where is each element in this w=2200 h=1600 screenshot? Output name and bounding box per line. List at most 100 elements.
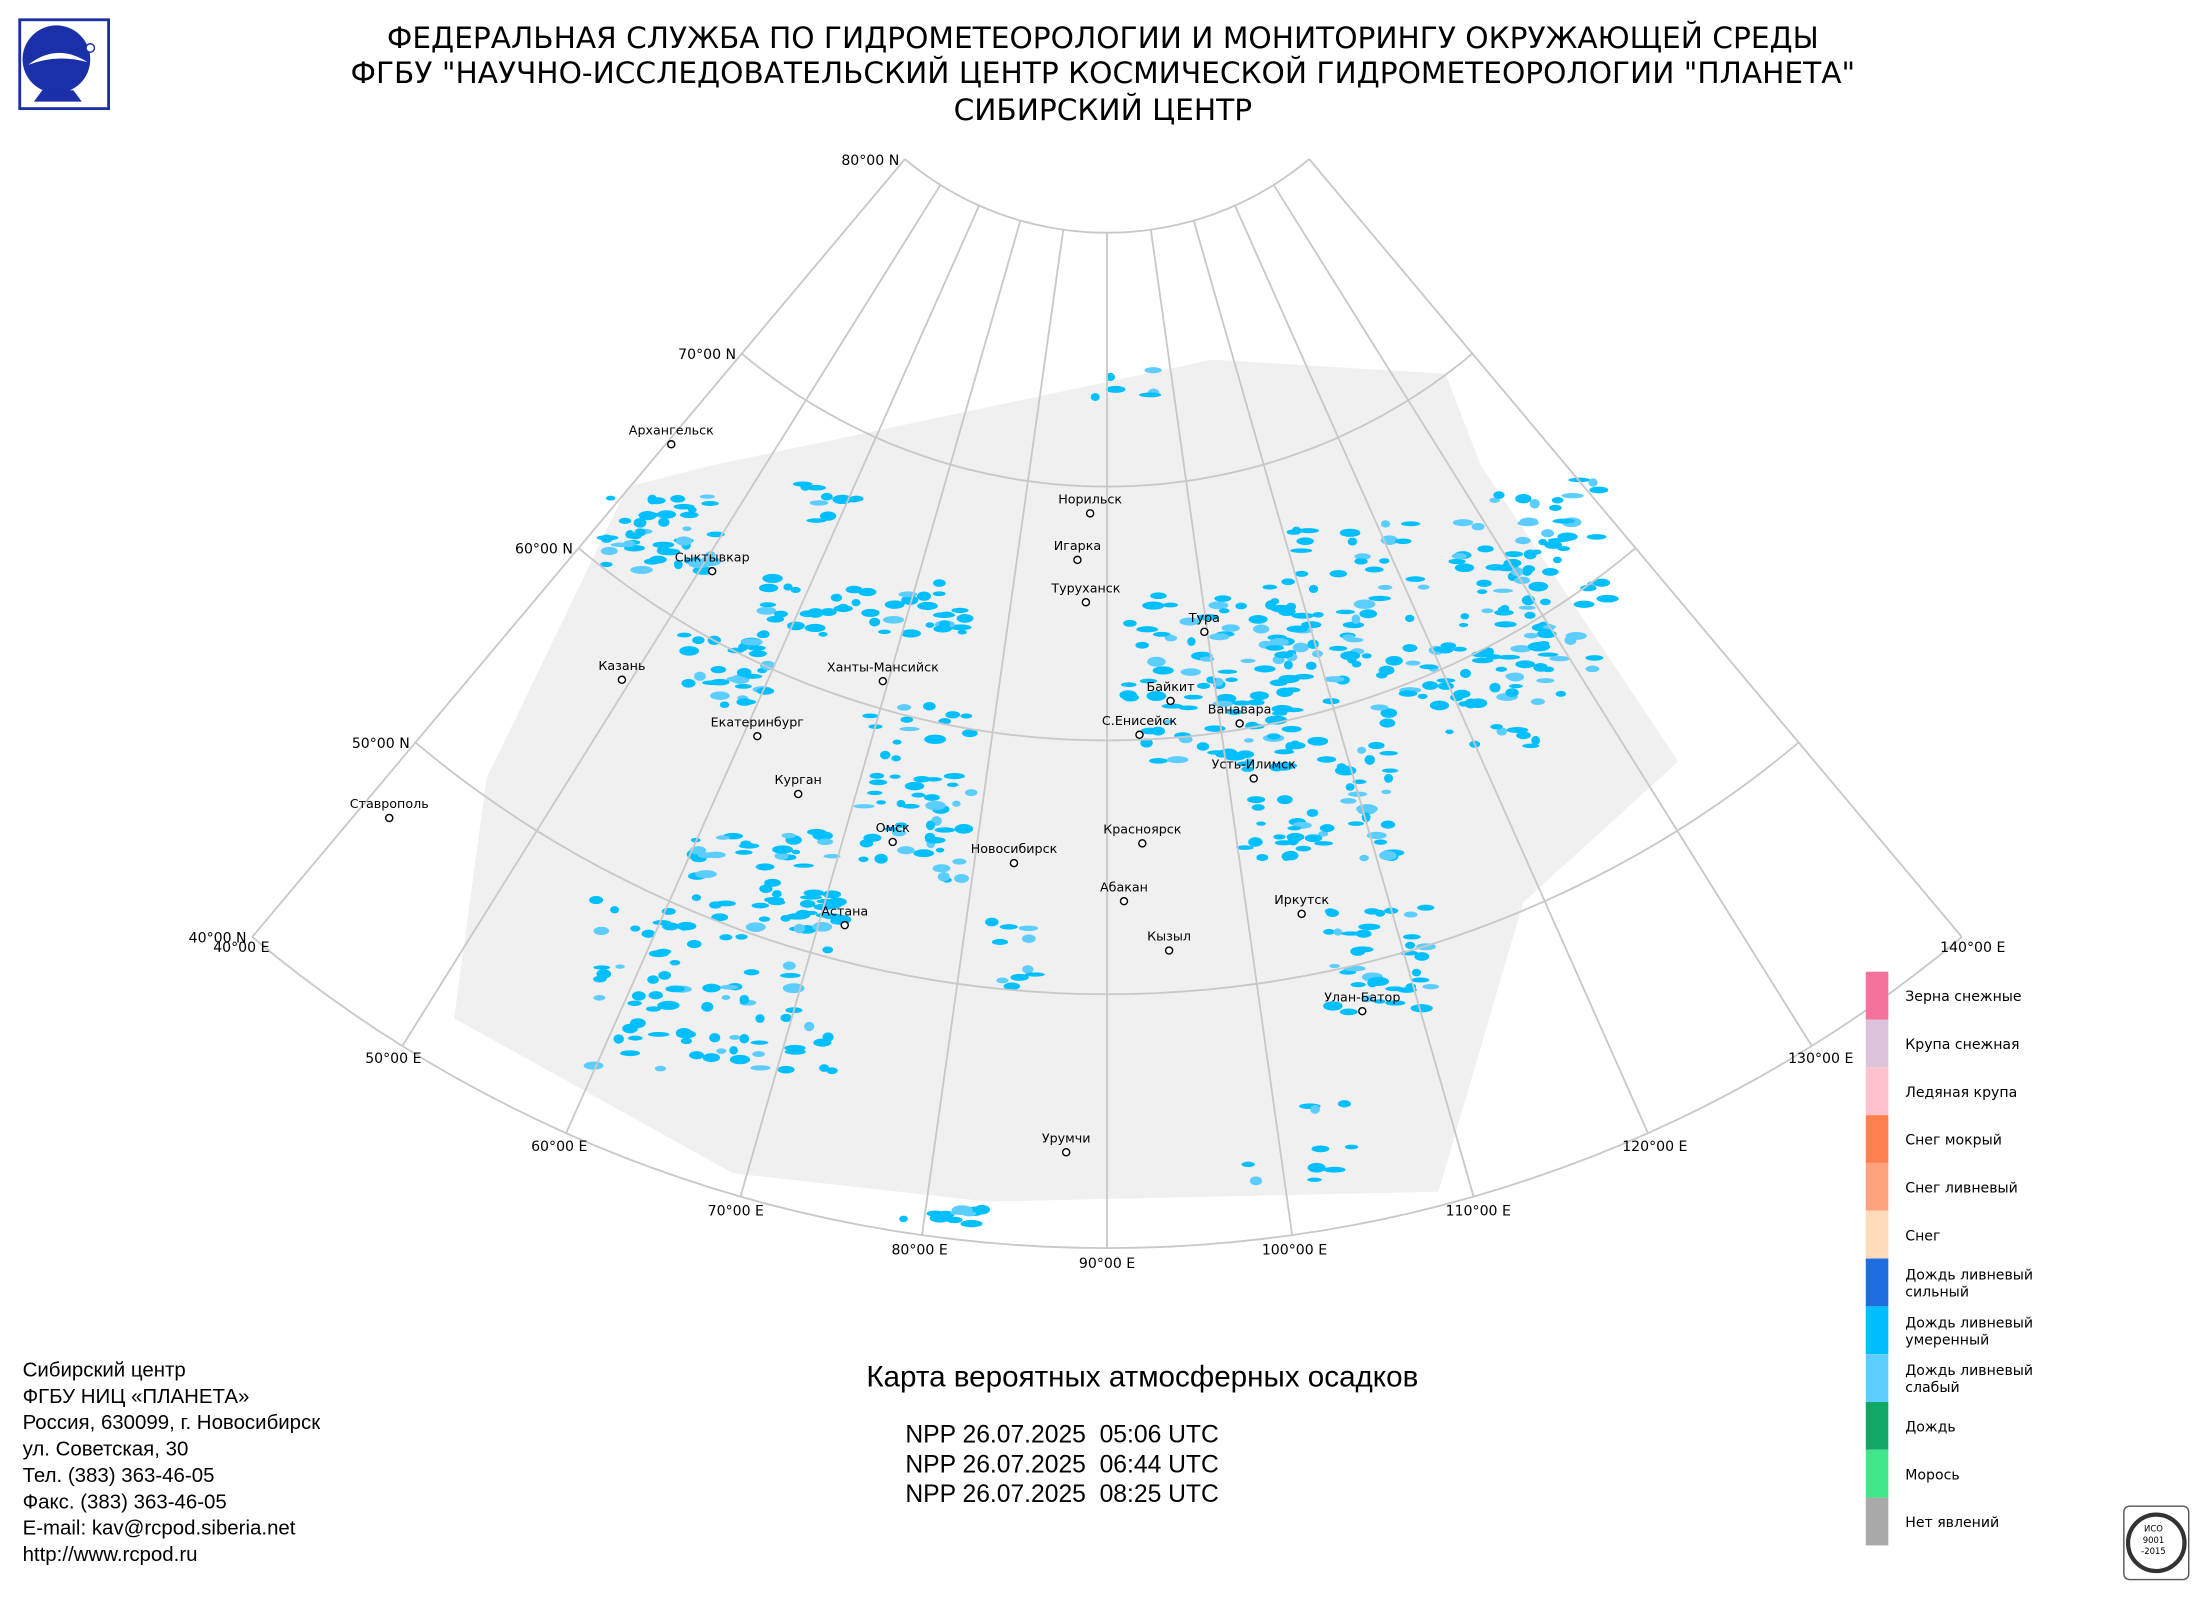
precipitation-cell [1411, 968, 1422, 977]
precipitation-cell [1247, 796, 1266, 804]
precipitation-cell [883, 826, 899, 832]
precipitation-cell [1493, 491, 1505, 499]
precipitation-cell [862, 713, 879, 719]
precipitation-cell [1336, 763, 1347, 771]
precipitation-cell [1340, 651, 1361, 661]
precipitation-cell [954, 873, 969, 883]
precipitation-cell [762, 573, 783, 583]
precipitation-cell [820, 608, 837, 617]
precipitation-cell [1271, 705, 1294, 713]
precipitation-cell [960, 1220, 983, 1228]
longitude-label: 120°00 E [1622, 1139, 1687, 1155]
precipitation-cell [1350, 946, 1366, 956]
precipitation-cell [613, 1034, 624, 1044]
precipitation-cell [735, 849, 753, 855]
precipitation-cell [1493, 588, 1514, 593]
precipitation-cell [1241, 1161, 1255, 1168]
precipitation-cell [1187, 637, 1196, 646]
precipitation-cell [1379, 558, 1390, 564]
precipitation-cell [1359, 609, 1378, 619]
iso-text: ИСО [2144, 1524, 2163, 1534]
precipitation-cell [1588, 478, 1598, 487]
contacts: Сибирский центр ФГБУ НИЦ «ПЛАНЕТА» Россия,… [23, 1358, 322, 1566]
precipitation-cell [738, 843, 760, 849]
precipitation-cell [923, 794, 940, 801]
header-line: СИБИРСКИЙ ЦЕНТР [954, 92, 1252, 127]
latitude-label: 50°00 N [352, 736, 410, 752]
precipitation-cell [1541, 529, 1555, 538]
precipitation-cell [1458, 622, 1469, 628]
legend-swatch [1865, 1497, 1889, 1546]
precipitation-cell [729, 1046, 738, 1055]
precipitation-cell [1333, 928, 1343, 936]
precipitation-cell [1318, 830, 1329, 837]
meridian [1272, 184, 1813, 1047]
precipitation-cell [1539, 598, 1551, 606]
precipitation-cell [648, 991, 663, 1000]
precipitation-cell [652, 541, 675, 549]
precipitation-cell [1180, 668, 1201, 676]
precipitation-cell [822, 946, 834, 954]
precipitation-cell [952, 858, 967, 865]
precipitation-cell [736, 698, 753, 706]
precipitation-cell [1448, 558, 1466, 565]
pass-time: NPP 26.07.2025 05:06 UTC [905, 1422, 1218, 1449]
precipitation-cell [1561, 493, 1584, 499]
meridian [565, 205, 980, 1134]
precipitation-cell [1286, 741, 1306, 750]
precipitation-cell [1537, 652, 1559, 657]
precipitation-cell [1162, 602, 1178, 608]
city-label: Усть-Илимск [1212, 757, 1297, 772]
legend-label: Снег ливневый [1905, 1180, 2018, 1196]
precipitation-cell [676, 921, 697, 931]
iso-text: -2015 [2141, 1546, 2166, 1556]
longitude-label: 130°00 E [1788, 1051, 1853, 1067]
precipitation-cell [693, 671, 706, 681]
precipitation-cell [699, 494, 715, 499]
precipitation-cell [634, 528, 646, 537]
precipitation-cell [1381, 789, 1392, 795]
precipitation-cell [715, 900, 736, 907]
precipitation-cell [593, 994, 606, 1001]
precipitation-cell [1360, 995, 1374, 1003]
city-label: Туруханск [1050, 580, 1120, 595]
precipitation-cell [1287, 836, 1299, 846]
precipitation-cell [1286, 625, 1309, 633]
precipitation-cell [1337, 1100, 1351, 1108]
precipitation-cell [658, 970, 671, 980]
precipitation-cell [1369, 978, 1386, 984]
precipitation-cell [863, 833, 882, 842]
precipitation-cell [806, 484, 826, 491]
legend-swatch [1865, 1067, 1889, 1116]
precipitation-cell [867, 790, 883, 795]
city-label: Норильск [1058, 491, 1122, 506]
precipitation-cell [1552, 518, 1575, 524]
precipitation-cell [1236, 845, 1254, 850]
precipitation-cell [1402, 644, 1418, 652]
precipitation-cell [618, 517, 632, 524]
precipitation-cell [1281, 578, 1295, 586]
precipitation-cell [950, 1210, 961, 1215]
precipitation-cell [1021, 934, 1036, 943]
precipitation-cell [1507, 672, 1525, 682]
precipitation-cell [702, 1053, 721, 1063]
precipitation-cell [764, 878, 781, 887]
precipitation-cell [1564, 635, 1577, 646]
precipitation-cell [1378, 665, 1395, 675]
precipitation-cell [851, 598, 861, 607]
precipitation-cell [774, 852, 789, 860]
precipitation-cell [1276, 795, 1293, 805]
precipitation-cell [917, 601, 938, 611]
latitude-label: 70°00 N [678, 347, 736, 363]
precipitation-cell [1270, 598, 1280, 605]
precipitation-cell [1323, 1166, 1346, 1173]
precipitation-cell [656, 510, 677, 519]
precipitation-cell [949, 624, 972, 631]
precipitation-cell [962, 1211, 977, 1217]
header-line: ФЕДЕРАЛЬНАЯ СЛУЖБА ПО ГИДРОМЕТЕОРОЛОГИИ … [387, 20, 1819, 55]
precipitation-cell [720, 984, 739, 990]
legend-swatch [1865, 1306, 1889, 1355]
precipitation-cell [630, 565, 653, 574]
precipitation-cell [1373, 999, 1386, 1004]
precipitation-cell [756, 687, 775, 695]
